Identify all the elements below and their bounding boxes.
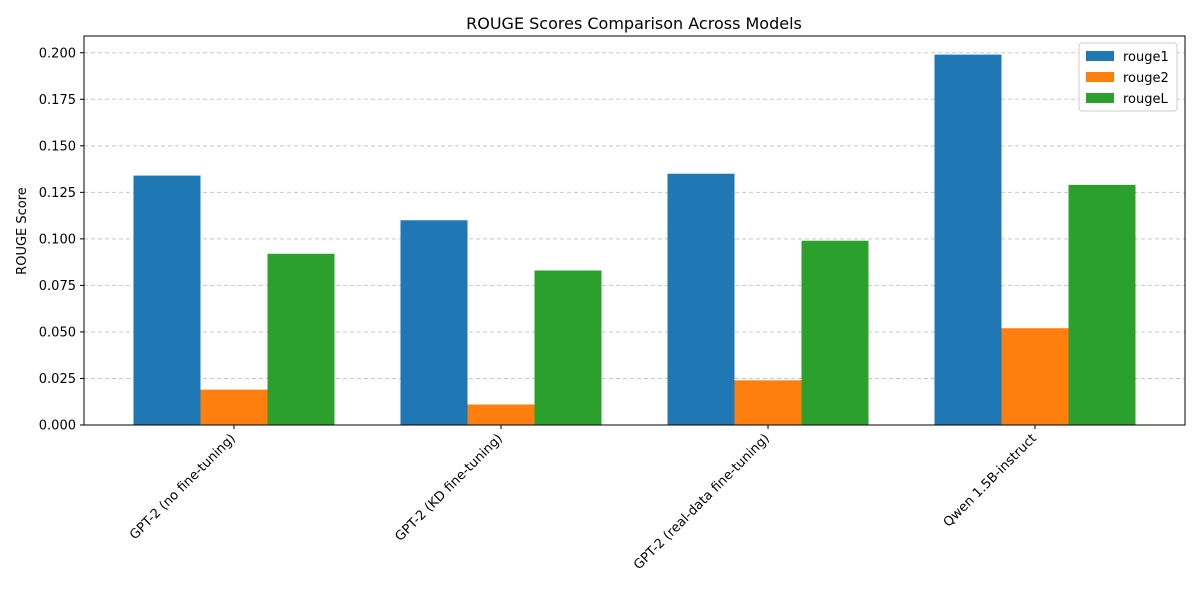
bar-rouge2-2 bbox=[467, 404, 535, 425]
legend-swatch-rouge2 bbox=[1086, 72, 1114, 82]
legend: rouge1 rouge2 rougeL bbox=[1078, 42, 1178, 112]
bar-rougeL-3 bbox=[801, 240, 869, 425]
y-tick-label: 0.200 bbox=[39, 46, 76, 61]
bar-rouge1-2 bbox=[400, 220, 468, 425]
y-tick-label: 0.050 bbox=[39, 325, 76, 340]
y-axis: 0.000 0.025 0.050 0.075 0.100 0.125 0.150 0.175… bbox=[39, 46, 84, 434]
y-tick-label: 0.075 bbox=[39, 279, 76, 294]
bars bbox=[133, 54, 1136, 426]
y-tick-label: 0.150 bbox=[39, 139, 76, 154]
bar-rouge1-1 bbox=[133, 175, 201, 425]
bar-rouge1-4 bbox=[934, 54, 1002, 426]
legend-swatch-rougeL bbox=[1086, 93, 1114, 103]
y-tick-label: 0.000 bbox=[39, 419, 76, 434]
y-axis-title: ROUGE Score bbox=[15, 187, 30, 275]
bar-rouge2-1 bbox=[200, 389, 268, 425]
chart-title: ROUGE Scores Comparison Across Models bbox=[466, 14, 802, 33]
bar-rougeL-1 bbox=[267, 253, 335, 425]
legend-label-rougeL: rougeL bbox=[1123, 92, 1169, 107]
bar-rouge1-3 bbox=[667, 173, 735, 425]
bar-rougeL-2 bbox=[534, 270, 602, 425]
y-tick-label: 0.025 bbox=[39, 372, 76, 387]
legend-swatch-rouge1 bbox=[1086, 51, 1114, 61]
bar-rouge2-3 bbox=[734, 380, 802, 425]
plot-area-frame bbox=[83, 35, 1186, 426]
legend-label-rouge2: rouge2 bbox=[1123, 71, 1169, 86]
bar-rougeL-4 bbox=[1068, 184, 1136, 425]
legend-label-rouge1: rouge1 bbox=[1123, 50, 1169, 65]
y-tick-label: 0.125 bbox=[39, 186, 76, 201]
y-tick-label: 0.175 bbox=[39, 93, 76, 108]
y-tick-label: 0.100 bbox=[39, 232, 76, 247]
bar-rouge2-4 bbox=[1001, 328, 1069, 425]
